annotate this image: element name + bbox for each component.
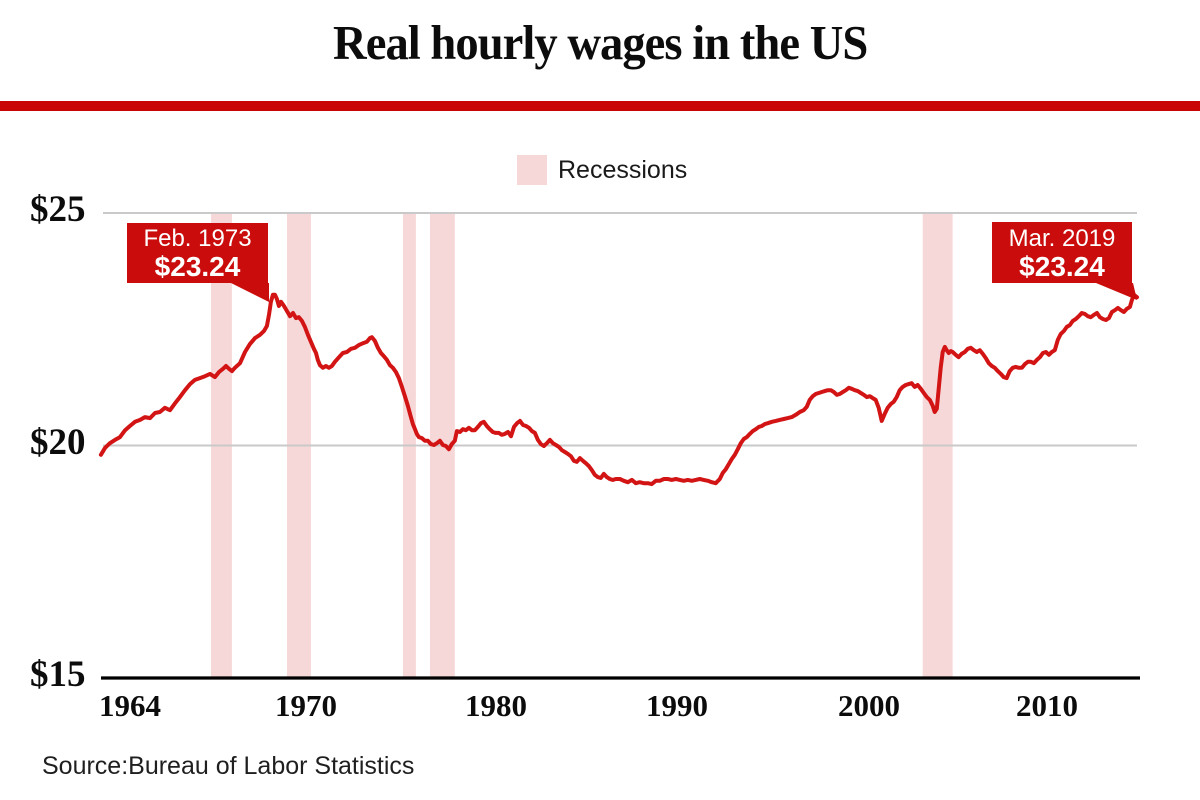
x-axis-tick-label: 1980 <box>465 688 527 723</box>
wage-line <box>98 292 1139 487</box>
chart-title: Real hourly wages in the US <box>332 15 868 70</box>
x-axis-tick-label: 1970 <box>275 688 337 723</box>
recession-swatch-icon <box>517 155 547 185</box>
legend: Recessions <box>517 155 687 185</box>
callout-pointer <box>1096 283 1137 300</box>
x-axis-tick-label: 2010 <box>1016 688 1078 723</box>
x-axis-tick-label: 1964 <box>99 688 161 723</box>
y-axis-tick-label: $20 <box>30 421 86 463</box>
callout-date: Mar. 2019 <box>1008 224 1116 252</box>
y-axis-tick-label: $25 <box>30 189 86 230</box>
x-axis-tick-label: 2000 <box>838 688 900 723</box>
callout-pointer <box>231 283 269 302</box>
legend-label: Recessions <box>558 156 688 184</box>
callout-feb-1973: Feb. 1973 $23.24 <box>127 223 268 283</box>
source-note: Source:Bureau of Labor Statistics <box>42 752 415 780</box>
callout-value: $23.24 <box>1019 250 1105 282</box>
callout-date: Feb. 1973 <box>143 225 252 252</box>
callout-value: $23.24 <box>154 251 241 282</box>
y-axis-tick-label: $15 <box>30 654 86 695</box>
page-title: Real hourly wages in the US <box>0 14 1200 71</box>
accent-bar <box>0 101 1200 111</box>
callout-mar-2019: Mar. 2019 $23.24 <box>992 222 1132 283</box>
x-axis-tick-label: 1990 <box>646 688 708 723</box>
